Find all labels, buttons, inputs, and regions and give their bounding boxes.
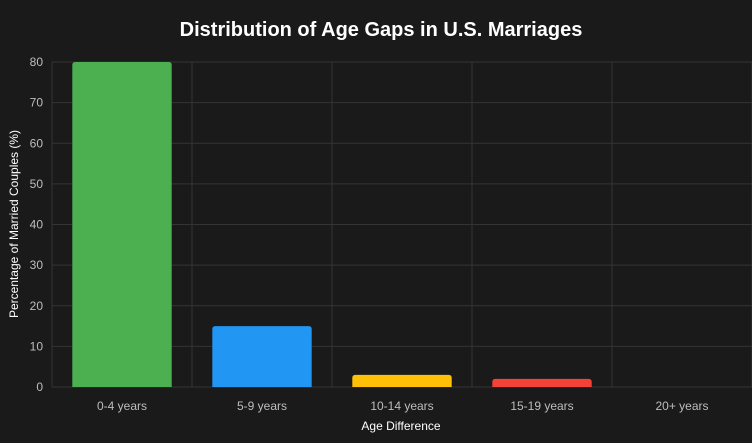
x-tick-label: 15-19 years: [510, 399, 573, 413]
x-axis-ticks: 0-4 years 5-9 years 10-14 years 15-19 years…: [97, 399, 709, 413]
y-tick-label: 20: [30, 299, 44, 313]
bar-0-4-years: [72, 62, 172, 387]
bar-15-19-years: [492, 378, 592, 387]
y-axis-ticks: 0 10 20 30 40 50 60 70 80: [30, 55, 44, 394]
chart-title: Distribution of Age Gaps in U.S. Marriag…: [180, 19, 583, 41]
y-tick-label: 80: [30, 55, 44, 69]
y-tick-label: 60: [30, 136, 44, 150]
y-tick-label: 30: [30, 258, 44, 272]
y-tick-label: 70: [30, 96, 44, 110]
x-tick-label: 0-4 years: [97, 399, 147, 413]
y-tick-label: 10: [30, 339, 44, 353]
y-tick-label: 40: [30, 218, 44, 232]
x-tick-label: 20+ years: [655, 399, 708, 413]
x-axis-title: Age Difference: [361, 419, 440, 433]
bars: [72, 62, 592, 387]
bar-5-9-years: [212, 326, 312, 387]
x-tick-label: 10-14 years: [370, 399, 433, 413]
x-tick-label: 5-9 years: [237, 399, 287, 413]
bar-10-14-years: [352, 374, 452, 387]
y-tick-label: 50: [30, 177, 44, 191]
y-tick-label: 0: [36, 380, 43, 394]
y-axis-title: Percentage of Married Couples (%): [7, 130, 21, 318]
